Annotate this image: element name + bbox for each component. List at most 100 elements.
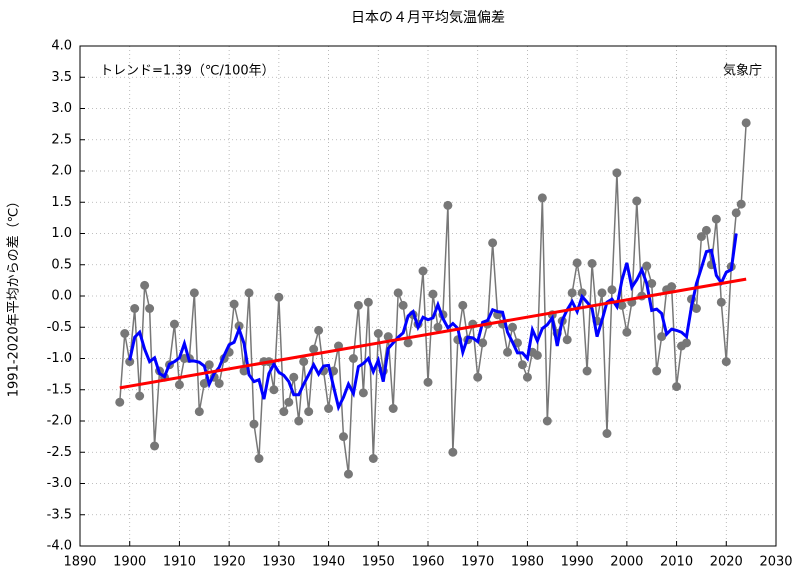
data-point: [169, 319, 179, 329]
data-point: [691, 304, 701, 313]
data-point: [667, 282, 677, 292]
data-point: [532, 350, 542, 360]
data-point: [423, 377, 433, 387]
data-point: [622, 327, 632, 337]
data-point: [488, 238, 498, 248]
y-tick-label: 3.0: [51, 101, 72, 116]
data-point: [130, 304, 140, 313]
data-point: [478, 338, 488, 348]
x-tick-label: 1900: [113, 555, 146, 570]
x-tick-label: 1940: [312, 555, 345, 570]
data-point: [517, 360, 527, 370]
data-point: [120, 329, 130, 338]
y-tick-label: 2.0: [51, 164, 72, 179]
data-point: [214, 379, 224, 388]
data-point: [617, 300, 627, 310]
data-point: [642, 261, 652, 271]
data-point: [632, 196, 642, 206]
data-point: [189, 288, 199, 298]
y-tick-label: -3.5: [47, 507, 72, 522]
x-tick-label: 1960: [411, 555, 444, 570]
plot-frame: [79, 45, 777, 547]
y-tick-label: -1.0: [47, 351, 72, 366]
data-point: [274, 292, 284, 302]
data-point: [324, 404, 334, 413]
y-tick-label: -0.5: [47, 320, 72, 335]
data-point: [368, 454, 378, 463]
data-point: [443, 200, 453, 210]
data-point: [358, 388, 368, 398]
data-point: [731, 208, 741, 218]
data-point: [299, 357, 309, 367]
data-point: [140, 280, 150, 290]
data-point: [428, 289, 438, 299]
data-point: [572, 258, 582, 268]
data-point: [721, 357, 731, 367]
data-point: [418, 266, 428, 276]
y-tick-label: 0.5: [51, 257, 72, 272]
data-point: [393, 288, 403, 298]
y-tick-label: 2.5: [51, 132, 72, 147]
data-point: [174, 380, 184, 390]
data-point: [607, 285, 617, 295]
data-point: [711, 214, 721, 224]
data-point: [373, 329, 383, 338]
data-point: [309, 344, 319, 354]
data-point: [363, 297, 373, 307]
data-point: [145, 304, 155, 313]
data-point: [597, 288, 607, 298]
data-point: [244, 288, 254, 298]
data-point: [279, 407, 289, 417]
data-point: [348, 354, 358, 363]
data-point: [269, 385, 279, 395]
y-tick-label: 3.5: [51, 70, 72, 85]
data-point: [587, 259, 597, 268]
data-point: [716, 297, 726, 307]
data-point: [503, 347, 513, 357]
data-point: [542, 416, 552, 426]
data-point: [289, 372, 299, 382]
x-tick-label: 2020: [710, 555, 743, 570]
data-point: [398, 300, 408, 310]
data-point: [672, 382, 682, 392]
data-point: [458, 300, 468, 310]
x-tick-label: 1970: [461, 555, 494, 570]
data-point: [567, 288, 577, 298]
data-point: [701, 225, 711, 235]
x-tick-label: 1890: [63, 555, 96, 570]
data-point: [294, 416, 304, 426]
data-point: [125, 357, 135, 367]
x-tick-label: 1920: [213, 555, 246, 570]
data-point: [473, 372, 483, 382]
y-tick-label: -2.0: [47, 414, 72, 429]
data-point: [204, 360, 214, 370]
x-tick-label: 2000: [610, 555, 643, 570]
chart-title: 日本の４月平均気温偏差: [351, 10, 505, 26]
data-point: [403, 338, 413, 348]
x-tick-label: 1980: [511, 555, 544, 570]
y-tick-label: -1.5: [47, 382, 72, 397]
x-tick-label: 2010: [660, 555, 693, 570]
data-point: [249, 419, 259, 429]
data-point: [682, 338, 692, 348]
data-point: [254, 454, 264, 463]
data-point: [343, 469, 353, 479]
x-tick-label: 2030: [759, 555, 792, 570]
y-tick-label: 4.0: [51, 39, 72, 54]
trend-annotation: トレンド=1.39（℃/100年）: [100, 64, 275, 79]
y-tick-label: -2.5: [47, 445, 72, 460]
data-point: [696, 232, 706, 242]
data-point: [338, 432, 348, 442]
x-tick-label: 1930: [262, 555, 295, 570]
data-point: [433, 322, 443, 332]
y-tick-label: -4.0: [47, 539, 72, 554]
series-line: [119, 277, 747, 390]
y-tick-label: -3.0: [47, 476, 72, 491]
data-point: [448, 447, 458, 457]
data-point: [741, 118, 751, 128]
data-point: [383, 332, 393, 342]
x-tick-label: 1910: [163, 555, 196, 570]
data-point: [150, 441, 160, 451]
x-tick-label: 1950: [362, 555, 395, 570]
